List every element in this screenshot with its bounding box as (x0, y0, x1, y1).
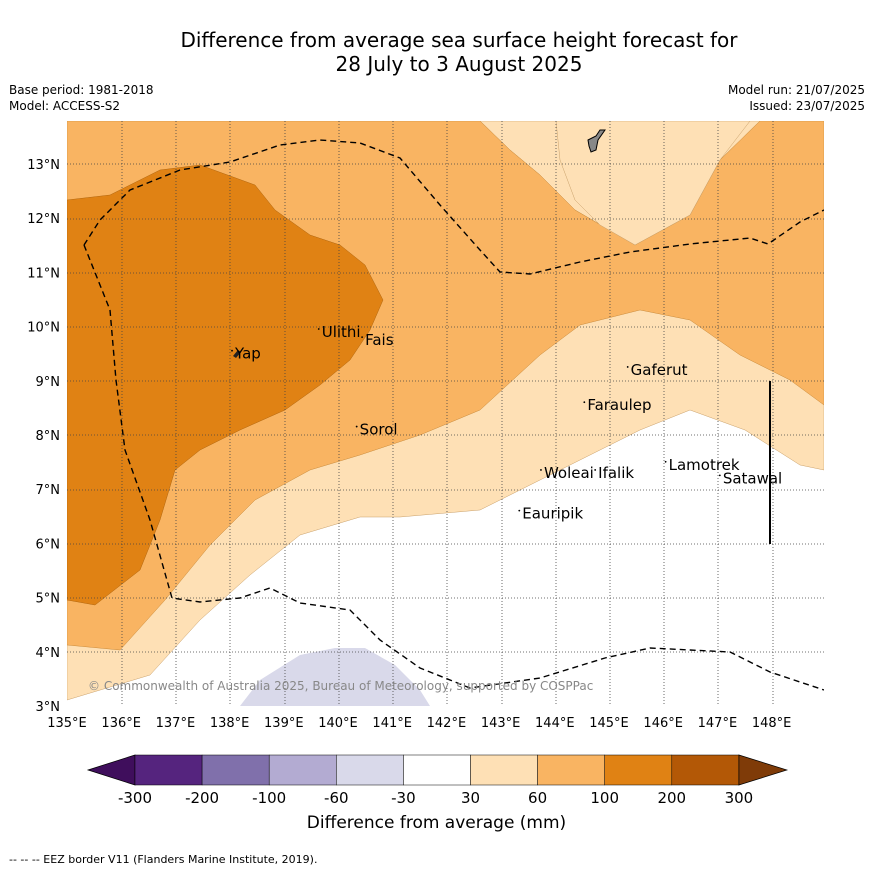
eez-border-north (83, 139, 824, 275)
place-marker (718, 474, 721, 477)
lat-tick-label: 8°N (36, 429, 61, 444)
colorbar-tick-label: -200 (185, 789, 219, 807)
lon-tick-label: 144°E (535, 716, 575, 731)
place-label: Fais (365, 331, 394, 349)
lat-tick-label: 3°N (36, 700, 61, 715)
colorbar-segment (403, 754, 471, 786)
colorbar-extend-low (86, 754, 136, 786)
colorbar-label: Difference from average (mm) (306, 813, 567, 833)
lon-tick-label: 146°E (643, 716, 683, 731)
place-marker (664, 460, 667, 463)
lon-tick-label: 145°E (589, 716, 629, 731)
lon-tick-label: 148°E (752, 716, 792, 731)
anomaly-pocket-north-top (555, 121, 751, 246)
lat-tick-label: 6°N (36, 537, 61, 552)
colorbar-segment (201, 754, 270, 786)
place-label: Eauripik (522, 505, 583, 523)
colorbar-segment (671, 754, 740, 786)
lat-tick-label: 12°N (27, 212, 60, 227)
colorbar-segment (134, 754, 203, 786)
lat-tick-label: 9°N (36, 375, 61, 390)
lon-tick-label: 142°E (427, 716, 467, 731)
lon-tick-label: 138°E (210, 716, 250, 731)
place-marker (583, 401, 586, 404)
place-label: Lamotrek (669, 456, 740, 474)
colorbar-segment (336, 754, 404, 786)
place-marker (626, 366, 629, 368)
eez-footnote: -- -- -- EEZ border V11 (Flanders Marine… (9, 853, 318, 866)
title-line-2: 28 July to 3 August 2025 (335, 52, 583, 76)
lon-tick-label: 136°E (101, 716, 141, 731)
place-label: Gaferut (631, 361, 688, 379)
lon-tick-label: 135°E (47, 716, 87, 731)
eez-border (83, 244, 824, 691)
place-marker (231, 349, 233, 352)
place-label: Ifalik (598, 464, 634, 482)
colorbar-segment (470, 754, 538, 786)
model-name: Model: ACCESS-S2 (9, 99, 121, 113)
lat-tick-label: 13°N (27, 158, 60, 173)
place-label: Ulithi (322, 323, 361, 341)
place-marker (518, 509, 521, 512)
anomaly-band-100-200 (67, 164, 384, 606)
colorbar-tick-label: 300 (725, 789, 754, 807)
colorbar-tick-label: 30 (461, 789, 480, 807)
place-labels: Yap Ulithi Fais Sorol Gaferut Faraulep Woleai I… (231, 323, 782, 523)
anomaly-negative-patch (240, 648, 430, 706)
lat-tick-label: 10°N (27, 321, 60, 336)
place-marker (355, 425, 358, 428)
colorbar-extend-high (738, 754, 789, 786)
lat-tick-label: 5°N (36, 592, 61, 607)
lon-tick-label: 139°E (264, 716, 304, 731)
lat-tick-label: 4°N (36, 646, 61, 661)
place-label: Yap (234, 345, 261, 363)
lon-tick-label: 147°E (698, 716, 738, 731)
lat-tick-label: 11°N (27, 266, 60, 281)
meta-right: Model run: 21/07/2025 Issued: 23/07/2025 (728, 82, 865, 114)
place-label: Sorol (360, 421, 398, 439)
lat-tick-label: 7°N (36, 483, 61, 498)
chart-title: Difference from average sea surface heig… (0, 28, 873, 76)
place-label: Faraulep (587, 396, 651, 414)
colorbar-tick-label: -100 (252, 789, 286, 807)
map-area: © Commonwealth of Australia 2025, Bureau… (67, 121, 824, 706)
meta-left: Base period: 1981-2018 Model: ACCESS-S2 (9, 82, 154, 114)
place-marker (361, 336, 363, 339)
lon-tick-label: 137°E (156, 716, 196, 731)
colorbar-tick-label: -60 (324, 789, 349, 807)
lon-tick-label: 141°E (372, 716, 412, 731)
colorbar: -300 -200 -100 -60 -30 30 60 100 200 300 (86, 754, 789, 807)
lon-tick-label: 140°E (318, 716, 358, 731)
gridlines (67, 121, 824, 706)
copyright-notice: © Commonwealth of Australia 2025, Bureau… (88, 679, 593, 693)
lon-tick-label: 143°E (481, 716, 521, 731)
colorbar-tick-label: 100 (590, 789, 619, 807)
place-marker (540, 469, 542, 471)
place-marker (317, 328, 320, 330)
title-line-1: Difference from average sea surface heig… (180, 28, 738, 52)
yap-island (233, 350, 241, 358)
colorbar-tick-label: -30 (391, 789, 416, 807)
latitude-tick-labels: 3°N 4°N 5°N 6°N 7°N 8°N 9°N 10°N 11°N 12°N 13°N (27, 158, 60, 715)
place-label: Woleai (544, 464, 594, 482)
colorbar-tick-label: -300 (118, 789, 152, 807)
base-period: Base period: 1981-2018 (9, 83, 154, 97)
colorbar-segment (537, 754, 605, 786)
colorbar-tick-label: 60 (528, 789, 547, 807)
guam-island (587, 129, 606, 153)
issued-date: Issued: 23/07/2025 (749, 99, 865, 113)
colorbar-segment (604, 754, 673, 786)
place-label: Satawal (723, 469, 782, 487)
colorbar-tick-label: 200 (657, 789, 686, 807)
place-marker (594, 469, 597, 471)
longitude-tick-labels: 135°E 136°E 137°E 138°E 139°E 140°E 141°E 142°E… (47, 716, 791, 731)
colorbar-segment (268, 754, 337, 786)
model-run: Model run: 21/07/2025 (727, 83, 865, 97)
